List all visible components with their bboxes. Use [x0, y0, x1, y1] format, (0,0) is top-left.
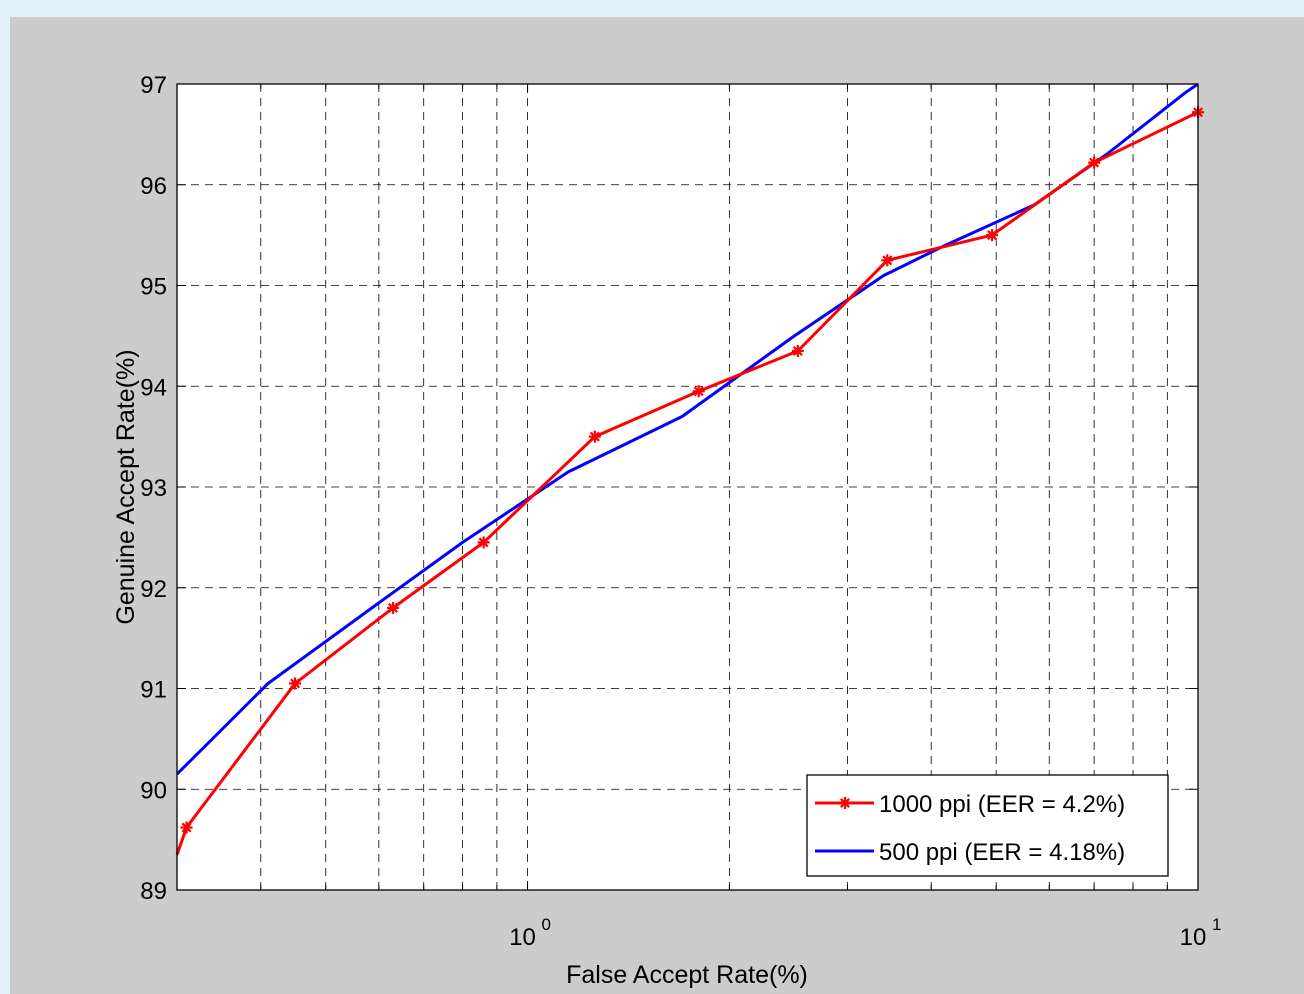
series-point	[588, 430, 601, 443]
series-point	[986, 229, 999, 242]
y-tick-label: 92	[140, 576, 167, 603]
series-line-0	[175, 110, 1199, 856]
series-line-1	[175, 82, 1199, 776]
legend-label: 500 ppi (EER = 4.18%)	[879, 839, 1125, 866]
y-tick-label: 91	[140, 677, 167, 704]
y-tick-label: 95	[140, 274, 167, 301]
series-layer	[175, 82, 1204, 856]
legend: 1000 ppi (EER = 4.2%) 500 ppi (EER = 4.18…	[806, 774, 1169, 877]
y-tick-label: 96	[140, 173, 167, 200]
series-point	[1088, 156, 1101, 169]
x-axis-label: False Accept Rate(%)	[566, 961, 808, 989]
series-point	[791, 344, 804, 357]
x-tick-exponent: 1	[1212, 915, 1221, 934]
y-tick-label: 94	[140, 374, 167, 401]
grid-lines	[177, 84, 1198, 890]
x-tick-labels: 10 0 10 1	[509, 915, 1221, 951]
x-tick-label: 10	[509, 924, 536, 951]
series-point	[881, 254, 894, 267]
legend-marker	[839, 797, 851, 809]
y-tick-label: 89	[140, 878, 167, 905]
series-point	[180, 821, 193, 834]
legend-label: 1000 ppi (EER = 4.2%)	[879, 791, 1125, 818]
roc-chart: 89 90 91 92 93 94 95 96 97 10 0 10 1 False Accept R…	[112, 72, 1221, 989]
y-tick-label: 97	[140, 72, 167, 99]
x-tick-label: 10	[1180, 924, 1207, 951]
series-point	[692, 385, 705, 398]
series-point	[387, 601, 400, 614]
series-point	[477, 536, 490, 549]
series-point	[289, 677, 302, 690]
y-tick-label: 93	[140, 475, 167, 502]
axis-ticks	[177, 83, 1198, 891]
x-tick-exponent: 0	[542, 915, 551, 934]
legend-box	[806, 774, 1169, 877]
y-tick-labels: 89 90 91 92 93 94 95 96 97	[140, 72, 167, 905]
y-axis-label: Genuine Accept Rate(%)	[112, 349, 140, 624]
figure-background: 89 90 91 92 93 94 95 96 97 10 0 10 1 False Accept R…	[10, 17, 1304, 994]
y-tick-label: 90	[140, 777, 167, 804]
